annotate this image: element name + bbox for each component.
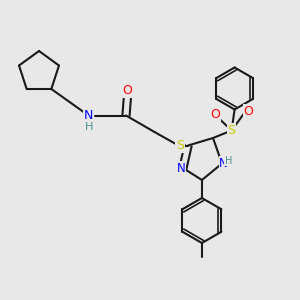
Text: S: S xyxy=(176,139,184,152)
Text: O: O xyxy=(123,84,132,97)
Text: N: N xyxy=(177,161,186,175)
Text: S: S xyxy=(228,124,236,137)
Text: O: O xyxy=(243,105,253,118)
Text: H: H xyxy=(85,122,93,132)
Text: O: O xyxy=(211,108,220,122)
Text: N: N xyxy=(219,157,228,170)
Text: N: N xyxy=(84,109,93,122)
Text: H: H xyxy=(225,155,232,166)
